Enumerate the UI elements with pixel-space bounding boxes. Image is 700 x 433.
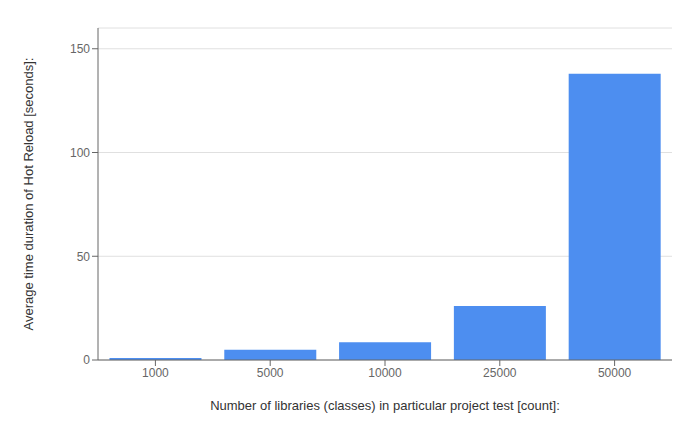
svg-text:25000: 25000 [483, 366, 517, 380]
svg-text:Average time duration of Hot R: Average time duration of Hot Reload [sec… [21, 58, 36, 331]
svg-text:100: 100 [70, 146, 90, 160]
svg-text:150: 150 [70, 42, 90, 56]
svg-text:50: 50 [77, 250, 91, 264]
svg-text:Number of libraries (classes): Number of libraries (classes) in particu… [210, 398, 560, 413]
svg-text:1000: 1000 [142, 366, 169, 380]
svg-text:50000: 50000 [598, 366, 632, 380]
svg-text:0: 0 [83, 353, 90, 367]
svg-text:5000: 5000 [257, 366, 284, 380]
svg-text:10000: 10000 [368, 366, 402, 380]
